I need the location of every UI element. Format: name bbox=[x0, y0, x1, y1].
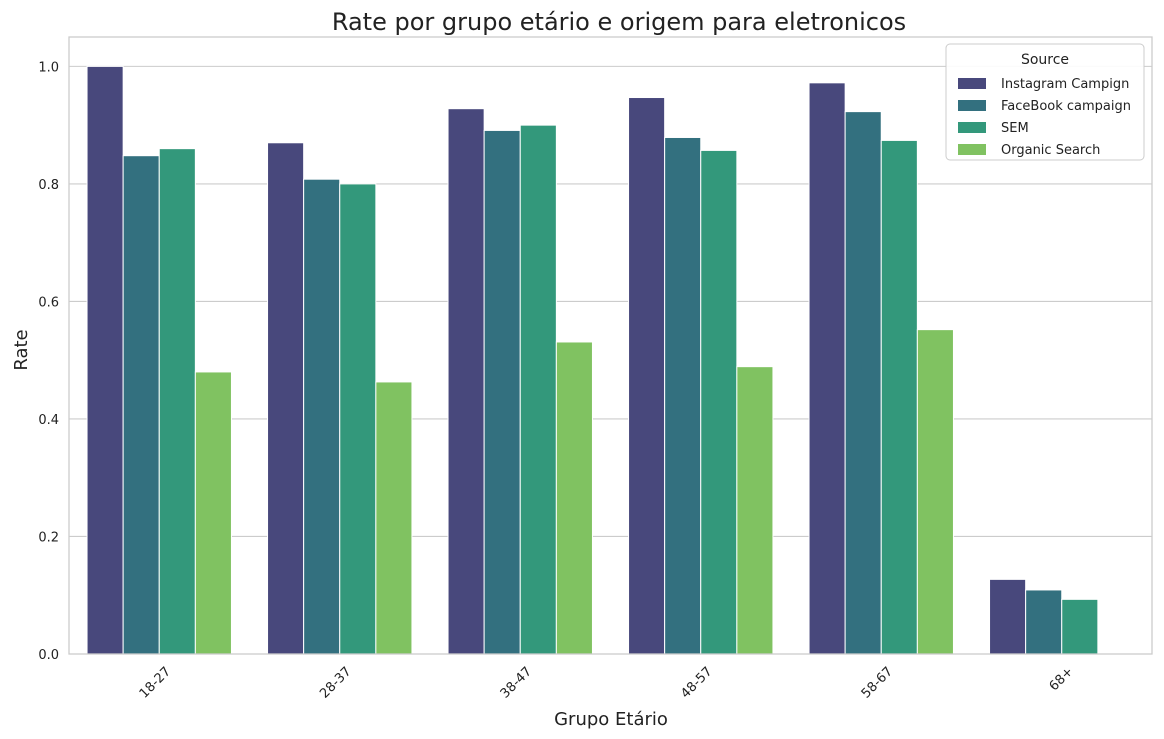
bar bbox=[447, 108, 485, 655]
y-tick-label: 0.2 bbox=[38, 530, 59, 545]
legend-swatch bbox=[958, 144, 986, 155]
bar bbox=[555, 341, 593, 655]
x-tick-label: 68+ bbox=[1047, 664, 1077, 694]
bar bbox=[303, 178, 341, 655]
chart-title: Rate por grupo etário e origem para elet… bbox=[332, 8, 906, 36]
x-axis-ticks: 18-27 28-37 38-47 48-57 58-67 68+ bbox=[137, 664, 1077, 701]
bar bbox=[1025, 589, 1063, 655]
legend-box bbox=[945, 43, 1145, 161]
y-tick-label: 0.4 bbox=[38, 413, 59, 428]
x-tick-label: 28-37 bbox=[317, 664, 354, 701]
bar bbox=[375, 381, 413, 655]
y-tick-label: 0.6 bbox=[38, 295, 59, 310]
bar bbox=[989, 578, 1027, 655]
plot-frame bbox=[68, 36, 1153, 655]
bar bbox=[267, 142, 305, 655]
x-axis-label: Grupo Etário bbox=[554, 709, 668, 730]
bar bbox=[122, 155, 160, 655]
bars bbox=[86, 65, 1099, 655]
plot-border bbox=[68, 36, 1153, 655]
bar bbox=[1061, 598, 1099, 655]
bar bbox=[628, 97, 666, 655]
bar bbox=[844, 111, 882, 655]
y-axis-label: Rate bbox=[11, 329, 32, 370]
bar bbox=[664, 136, 702, 655]
bar bbox=[339, 183, 377, 655]
y-tick-label: 1.0 bbox=[38, 60, 59, 75]
legend-swatch bbox=[958, 122, 986, 133]
bar bbox=[194, 371, 232, 655]
legend-entry: FaceBook campaign bbox=[1001, 99, 1131, 114]
legend-entry: SEM bbox=[1001, 121, 1029, 136]
bar bbox=[736, 366, 774, 655]
legend-swatch bbox=[958, 100, 986, 111]
bar bbox=[808, 82, 846, 655]
y-tick-label: 0.8 bbox=[38, 178, 59, 193]
legend: Source Instagram Campign FaceBook campaign… bbox=[945, 43, 1145, 161]
bar bbox=[519, 124, 557, 655]
bar bbox=[158, 148, 196, 655]
x-tick-label: 48-57 bbox=[678, 664, 715, 701]
legend-entry: Instagram Campign bbox=[1001, 77, 1129, 92]
x-tick-label: 38-47 bbox=[498, 664, 535, 701]
y-tick-label: 0.0 bbox=[38, 648, 59, 663]
bar bbox=[916, 329, 954, 655]
legend-title: Source bbox=[1021, 52, 1069, 68]
y-axis-ticks: 0.0 0.2 0.4 0.6 0.8 1.0 bbox=[38, 60, 59, 663]
bar bbox=[700, 149, 738, 655]
x-tick-label: 18-27 bbox=[137, 664, 174, 701]
bar bbox=[483, 129, 521, 655]
legend-swatch bbox=[958, 78, 986, 89]
legend-entry: Organic Search bbox=[1001, 143, 1100, 158]
bar bbox=[86, 65, 124, 655]
x-tick-label: 58-67 bbox=[859, 664, 896, 701]
bar bbox=[880, 139, 918, 655]
